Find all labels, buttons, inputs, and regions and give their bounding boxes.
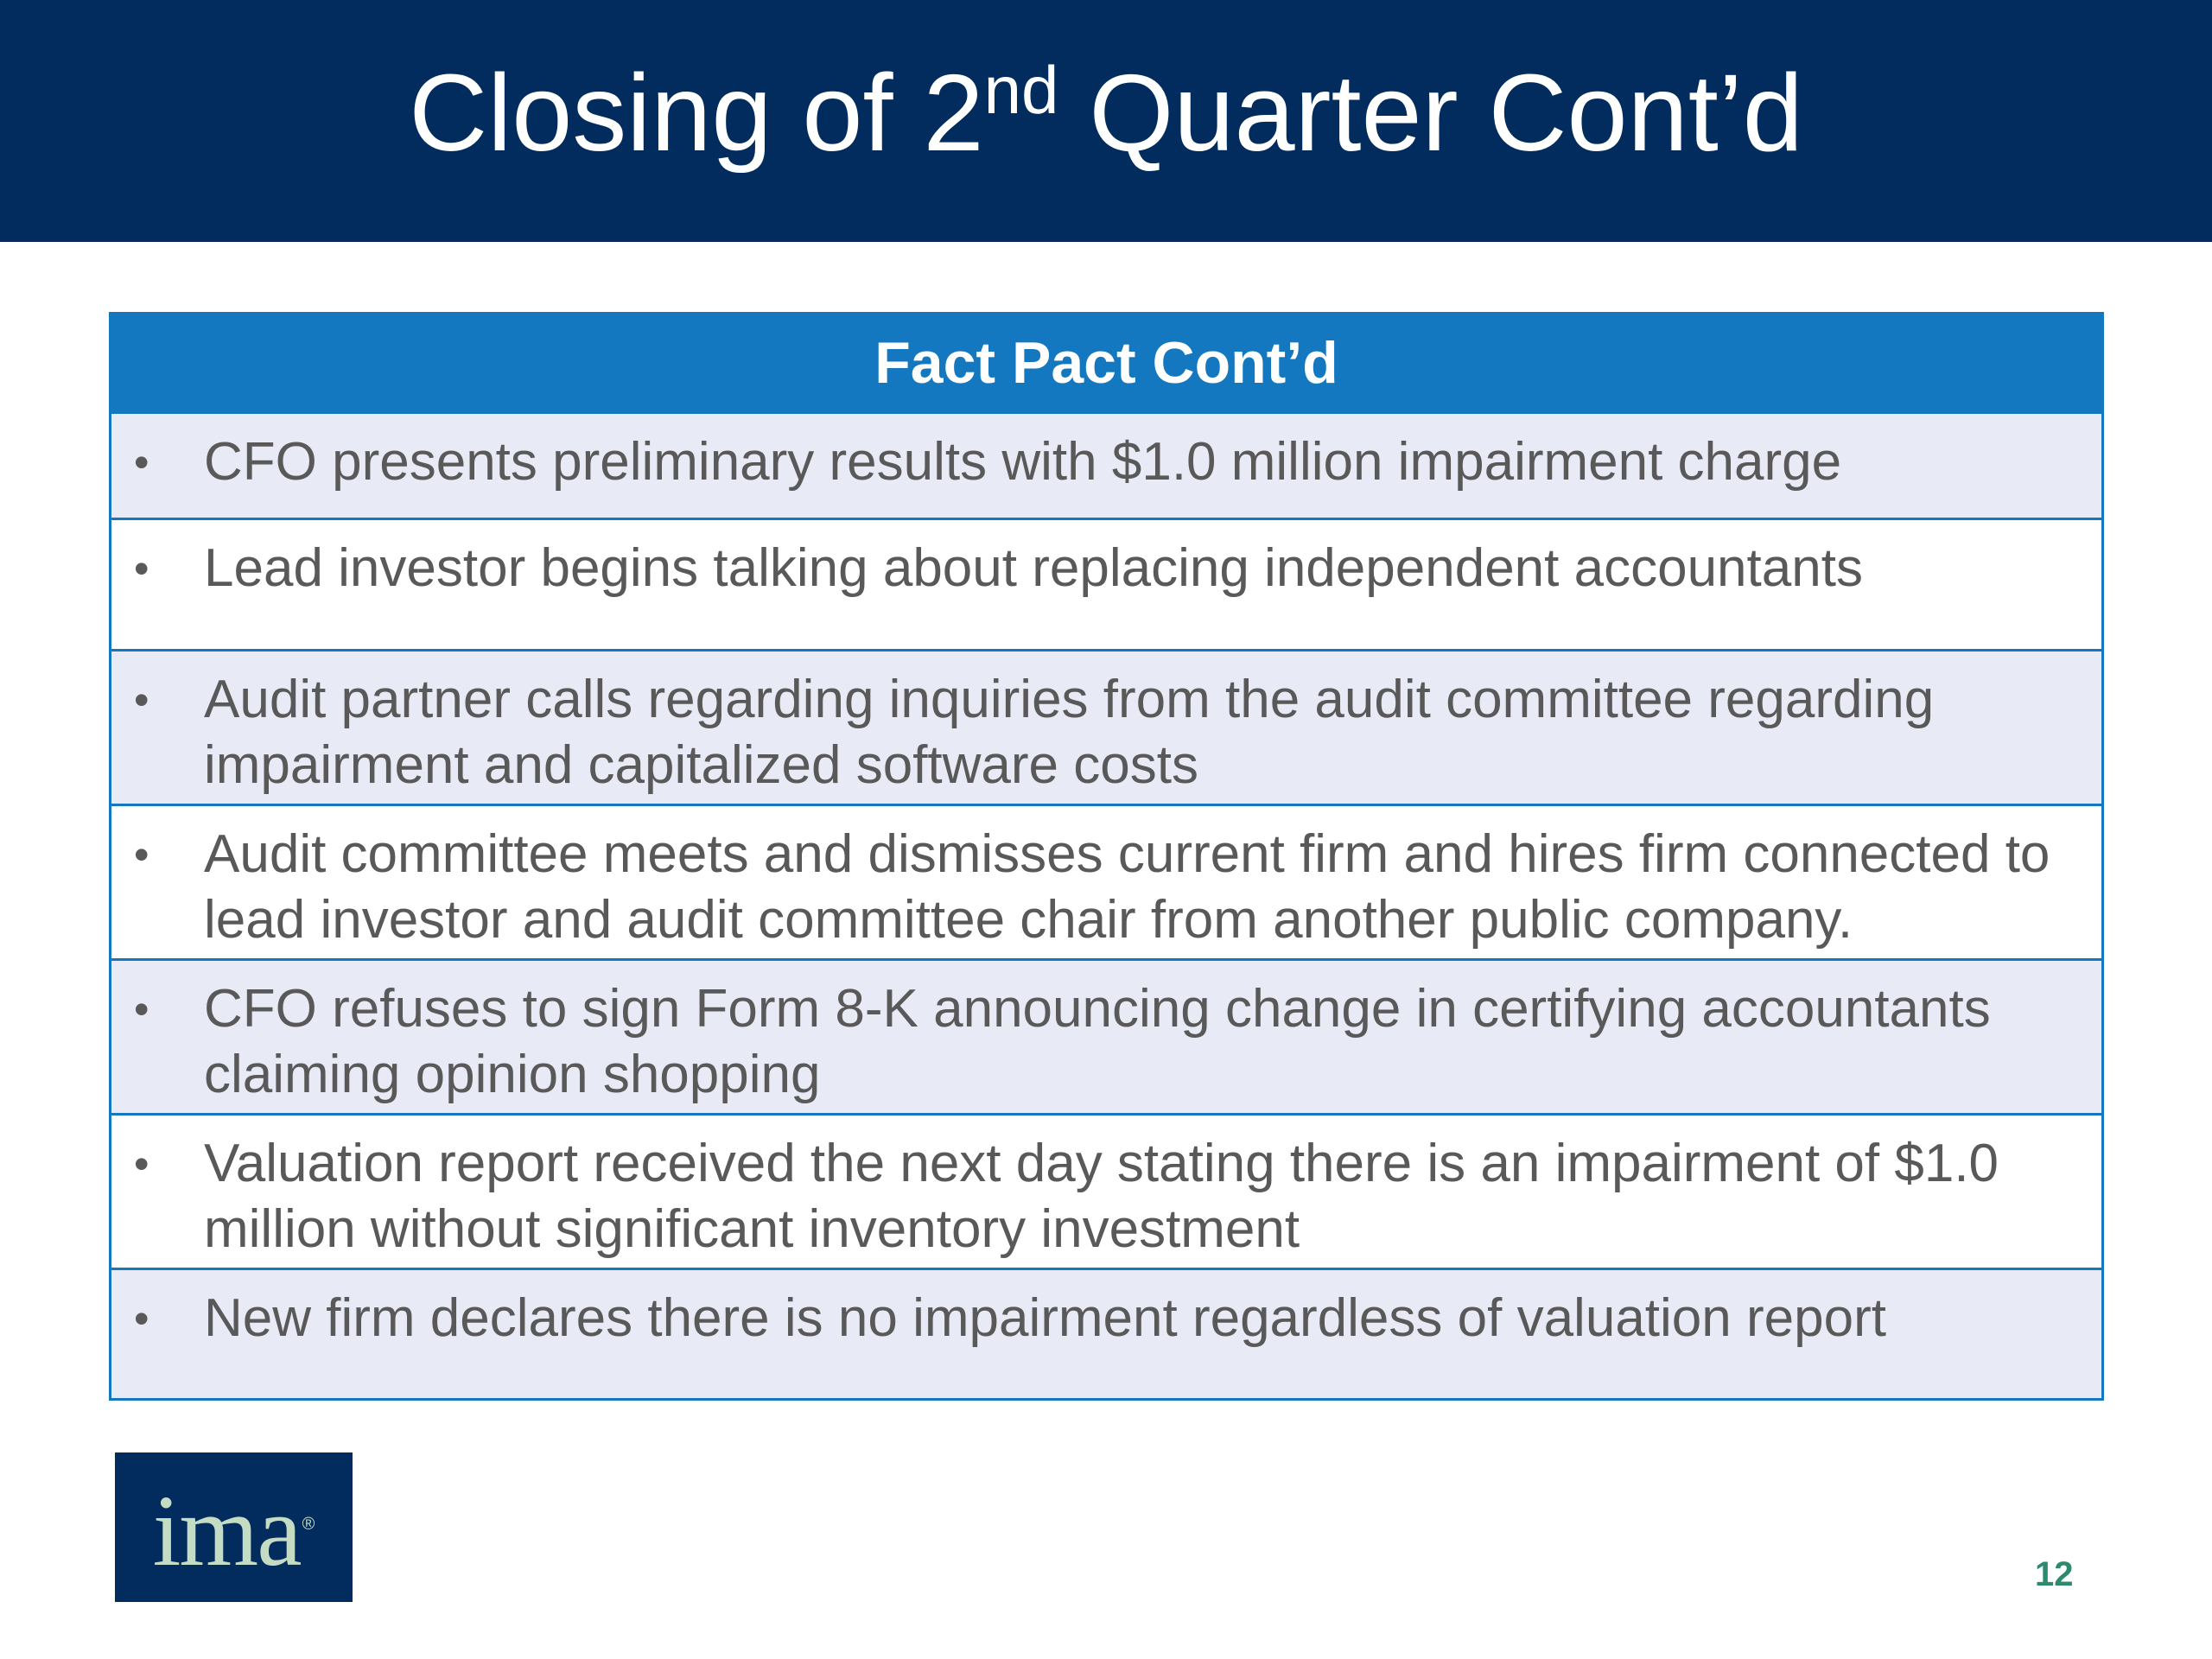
table-row: • New firm declares there is no impairme… — [111, 1268, 2101, 1398]
slide-title: Closing of 2nd Quarter Cont’d — [409, 50, 1803, 175]
table-row: • CFO refuses to sign Form 8-K announcin… — [111, 958, 2101, 1113]
row-text: Audit partner calls regarding inquiries … — [204, 670, 1935, 795]
bullet-icon: • — [134, 544, 149, 593]
row-text: CFO refuses to sign Form 8-K announcing … — [204, 979, 1991, 1104]
page-number: 12 — [2035, 1555, 2074, 1593]
fact-table: Fact Pact Cont’d • CFO presents prelimin… — [109, 312, 2104, 1401]
logo-text: ima — [152, 1473, 302, 1587]
row-text: Valuation report received the next day s… — [204, 1134, 1999, 1259]
ima-logo: ima ® — [115, 1452, 353, 1602]
table-header: Fact Pact Cont’d — [111, 315, 2101, 411]
title-superscript: nd — [983, 51, 1059, 128]
table-row: • Audit partner calls regarding inquirie… — [111, 649, 2101, 804]
row-text: CFO presents preliminary results with $1… — [204, 432, 1842, 492]
table-row: • Lead investor begins talking about rep… — [111, 518, 2101, 649]
row-text: Audit committee meets and dismisses curr… — [204, 824, 2050, 950]
bullet-icon: • — [134, 1140, 149, 1188]
table-row: • Valuation report received the next day… — [111, 1113, 2101, 1268]
title-rest: Quarter Cont’d — [1058, 51, 1803, 174]
bullet-icon: • — [134, 676, 149, 724]
table-row: • CFO presents preliminary results with … — [111, 411, 2101, 518]
bullet-icon: • — [134, 985, 149, 1033]
title-bar: Closing of 2nd Quarter Cont’d — [0, 0, 2212, 242]
table-row: • Audit committee meets and dismisses cu… — [111, 804, 2101, 958]
row-text: New firm declares there is no impairment… — [204, 1288, 1886, 1348]
row-text: Lead investor begins talking about repla… — [204, 538, 1863, 598]
bullet-icon: • — [134, 830, 149, 879]
registered-mark-icon: ® — [302, 1515, 315, 1534]
title-main: Closing of 2 — [409, 51, 984, 174]
bullet-icon: • — [134, 438, 149, 486]
bullet-icon: • — [134, 1294, 149, 1343]
